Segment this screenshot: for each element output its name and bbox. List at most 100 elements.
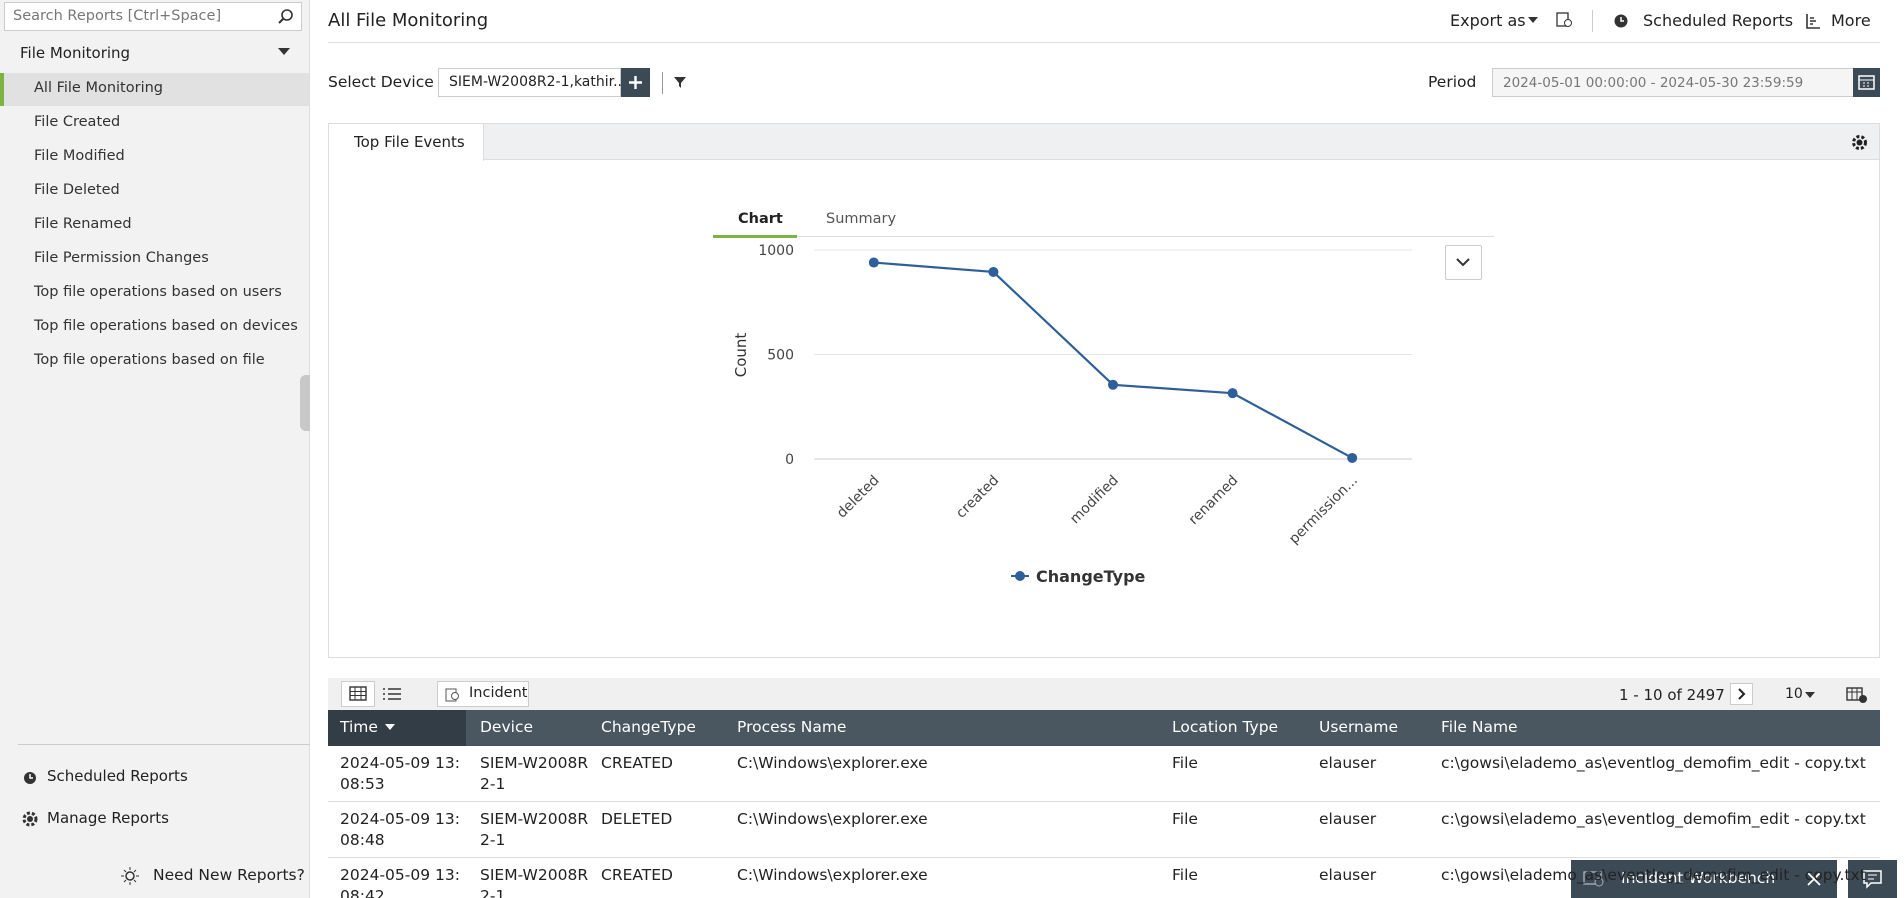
x-tick-label: renamed [1186,473,1242,529]
plus-icon [629,76,642,89]
divider [18,744,310,745]
bottom-link[interactable]: Scheduled Reports [47,767,188,785]
calendar-button[interactable] [1853,68,1880,97]
row-divider [328,801,1880,802]
table-cell: 2024-05-09 13:08:53 [340,754,460,793]
table-cell: DELETED [601,810,673,828]
bottom-link[interactable]: Manage Reports [47,809,169,827]
caret [1805,692,1815,698]
menu-item[interactable]: File Deleted [34,182,120,198]
sort-icon [385,724,395,730]
chart-tab-active[interactable]: Chart [738,211,783,227]
close-icon[interactable] [1807,872,1821,886]
filter-icon[interactable] [673,75,687,89]
column-header[interactable]: File Name [1441,718,1518,736]
caret [1528,17,1538,23]
page-title: All File Monitoring [328,10,489,31]
export-button[interactable]: Export as [1450,11,1526,30]
divider [328,42,1880,43]
table-cell: c:\gowsi\elademo_as\eventlog_demofim_edi… [1441,754,1866,772]
device-value: SIEM-W2008R2-1,kathir... [449,74,627,90]
calendar-icon [1858,75,1875,90]
chat-icon [1863,870,1882,889]
panel-tab-label: Top File Events [354,133,465,151]
menu-item[interactable]: File Permission Changes [34,250,209,266]
collapse-handle[interactable] [300,375,310,431]
period-input[interactable]: 2024-05-01 00:00:00 - 2024-05-30 23:59:5… [1492,68,1854,97]
caret [278,48,290,55]
menu-item[interactable]: File Modified [34,148,125,164]
add-device-button[interactable] [621,68,650,97]
table-cell: SIEM-W2008R2-1 [480,810,589,849]
incident-label: Incident [469,685,528,701]
list-view-button[interactable] [375,681,409,707]
column-header[interactable]: Location Type [1172,718,1279,736]
x-tick-label: deleted [834,473,883,522]
table-cell: SIEM-W2008R2-1 [480,754,589,793]
table-cell: c:\gowsi\elademo_as\eventlog_demofim_edi… [1441,810,1866,828]
chart-tab[interactable]: Summary [826,211,897,227]
table-cell: SIEM-W2008R2-1 [480,866,589,898]
menu-item[interactable]: Top file operations based on users [34,284,282,300]
table-cell: 2024-05-09 13:08:42 [340,866,460,898]
chat-button[interactable] [1848,860,1897,898]
table-cell: c:\gowsi\elademo_as\eventlog_demofim_edi… [1441,866,1866,884]
table-cell: C:\Windows\explorer.exe [737,866,928,884]
column-header[interactable]: ChangeType [601,718,696,736]
device-select[interactable]: SIEM-W2008R2-1,kathir... [438,68,626,97]
list-icon [383,688,401,700]
menu-item[interactable]: Top file operations based on devices [34,318,298,334]
point [868,257,879,268]
y-tick-label: 0 [785,452,794,468]
pagination-text: 1 - 10 of 2497 [1619,686,1725,704]
menu-item[interactable]: File Renamed [34,216,132,232]
scheduled-reports[interactable]: Scheduled Reports [1643,11,1794,30]
bulb-icon [121,867,139,885]
next-page-button[interactable] [1730,683,1753,705]
row-divider [328,857,1880,858]
gear-icon [22,811,38,827]
clock-icon [1614,14,1628,28]
sorted-column-bg [328,710,466,746]
table-cell: CREATED [601,866,673,884]
need-new-reports[interactable]: Need New Reports? [153,866,305,884]
search-box[interactable]: Search Reports [Ctrl+Space] [4,2,302,31]
incident-button[interactable]: Incident [437,681,529,707]
menu-item[interactable]: Top file operations based on file [34,352,265,368]
separator [662,72,663,94]
grid-icon [349,686,367,701]
column-header[interactable]: Time [340,718,378,736]
workbench-label: Incident Workbench [1621,869,1776,887]
y-tick-label: 500 [767,348,794,364]
more-button[interactable]: More [1831,11,1871,30]
point [1347,452,1358,463]
section-title[interactable]: File Monitoring [20,44,131,62]
settings-icon[interactable] [1851,134,1868,151]
clock-icon [24,772,36,784]
table-toolbar [328,678,1880,710]
next-icon [1738,688,1746,700]
column-header[interactable]: Device [480,718,534,736]
incident-icon [445,688,459,702]
grid-view-button[interactable] [341,681,375,707]
chart-menu-button[interactable] [1445,245,1482,280]
table-cell: C:\Windows\explorer.exe [737,754,928,772]
line [873,261,1353,459]
column-header[interactable]: Process Name [737,718,847,736]
table-cell: File [1172,866,1198,884]
column-header[interactable]: Username [1319,718,1399,736]
table-cell: elauser [1319,866,1377,884]
menu-item[interactable]: File Created [34,114,121,130]
more-icon [1806,14,1820,29]
menu-item[interactable]: All File Monitoring [34,80,163,96]
page-size[interactable]: 10 [1785,686,1803,702]
panel-tab[interactable]: Top File Events [329,124,484,161]
period-value: 2024-05-01 00:00:00 - 2024-05-30 23:59:5… [1503,75,1804,91]
table-cell: C:\Windows\explorer.exe [737,810,928,828]
chevron-icon [1456,258,1470,267]
columns-icon[interactable] [1846,686,1868,704]
incident-workbench-bar[interactable]: Incident Workbench [1571,860,1837,898]
search-icon [278,9,293,24]
search-placeholder: Search Reports [Ctrl+Space] [13,8,222,24]
point [1227,388,1238,399]
